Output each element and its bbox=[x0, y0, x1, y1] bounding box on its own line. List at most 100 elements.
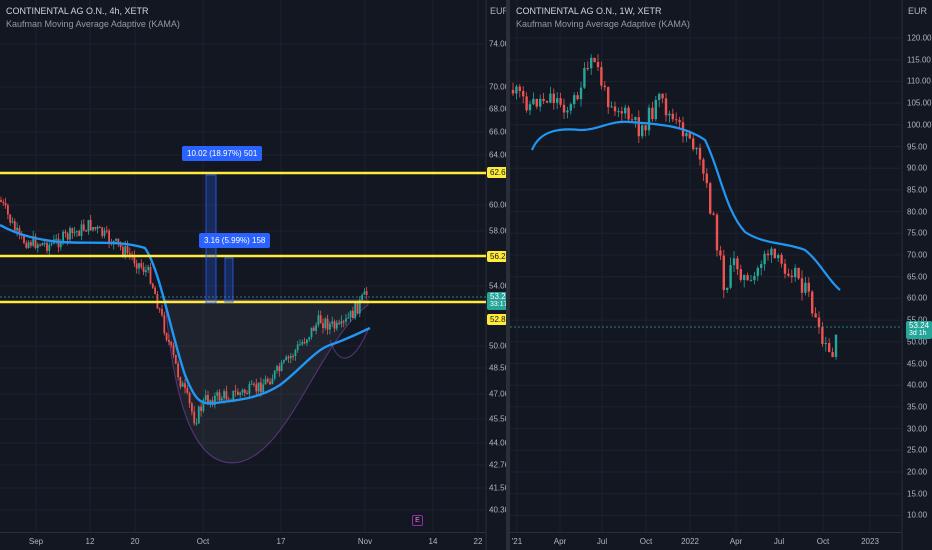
left-chart-canvas[interactable] bbox=[0, 0, 506, 550]
x-tick: 20 bbox=[130, 537, 140, 546]
candle-body bbox=[191, 403, 193, 412]
candle-body bbox=[154, 287, 156, 295]
left-chart-title[interactable]: CONTINENTAL AG O.N., 4h, XETR bbox=[6, 6, 149, 16]
candle-body bbox=[576, 95, 579, 100]
y-tick: 115.00 bbox=[907, 55, 931, 65]
candle-body bbox=[356, 302, 359, 314]
candle-body bbox=[193, 411, 196, 424]
candle-body bbox=[147, 266, 150, 271]
earnings-badge[interactable]: E bbox=[412, 515, 423, 526]
left-time-axis[interactable]: Sep 12 20 Oct 17 Nov 14 22 bbox=[0, 532, 486, 550]
candle-body bbox=[262, 384, 265, 393]
candle-body bbox=[43, 242, 46, 244]
right-price-tag-value: 53.24 bbox=[909, 321, 930, 330]
candle-body bbox=[335, 322, 338, 329]
candle-body bbox=[511, 90, 515, 94]
candle-body bbox=[260, 382, 262, 393]
candle-body bbox=[753, 275, 756, 281]
candle-body bbox=[726, 287, 729, 291]
pane-divider[interactable] bbox=[506, 0, 510, 550]
right-chart-title[interactable]: CONTINENTAL AG O.N., 1W, XETR bbox=[516, 6, 662, 16]
candle-body bbox=[729, 265, 732, 288]
candle-body bbox=[596, 62, 600, 68]
y-tick: 41.50 bbox=[489, 483, 506, 493]
measure-label-large[interactable]: 10.02 (18.97%) 501 bbox=[182, 146, 263, 161]
right-price-tag-countdown: 3d 1h bbox=[909, 330, 927, 337]
candle-body bbox=[188, 392, 191, 404]
right-price-tag[interactable]: 53.24 3d 1h bbox=[906, 321, 932, 339]
candle-body bbox=[347, 317, 350, 319]
candle-body bbox=[66, 233, 69, 240]
x-tick: Jul bbox=[596, 537, 608, 546]
candle-body bbox=[552, 93, 555, 103]
candle-body bbox=[227, 399, 230, 401]
candle-body bbox=[237, 391, 239, 396]
candle-body bbox=[310, 327, 313, 338]
candle-body bbox=[722, 255, 725, 291]
candle-body bbox=[675, 119, 678, 121]
left-indicator-label[interactable]: Kaufman Moving Average Adaptive (KAMA) bbox=[6, 19, 180, 29]
candle-body bbox=[590, 57, 593, 69]
candle-body bbox=[89, 219, 92, 231]
candle-body bbox=[361, 294, 363, 300]
candle-body bbox=[243, 389, 246, 394]
candle-body bbox=[216, 392, 219, 396]
candle-body bbox=[317, 315, 320, 325]
candle-body bbox=[340, 321, 343, 324]
y-tick: 105.00 bbox=[907, 98, 932, 108]
candle-body bbox=[817, 317, 821, 328]
y-tick: 74.00 bbox=[489, 39, 506, 49]
candle-body bbox=[103, 230, 106, 236]
candle-body bbox=[13, 221, 16, 231]
kama-line bbox=[0, 223, 371, 405]
candle-body bbox=[583, 68, 586, 88]
candle-body bbox=[712, 213, 715, 215]
candle-body bbox=[92, 227, 94, 231]
cup-pattern bbox=[164, 299, 369, 464]
left-chart-pane[interactable]: CONTINENTAL AG O.N., 4h, XETR Kaufman Mo… bbox=[0, 0, 506, 550]
candle-body bbox=[301, 342, 304, 345]
y-tick: 35.00 bbox=[907, 402, 928, 412]
x-tick: Apr bbox=[553, 537, 567, 546]
candle-body bbox=[287, 356, 290, 359]
candle-body bbox=[76, 231, 78, 233]
x-tick: Apr bbox=[729, 537, 743, 546]
kama-line bbox=[530, 120, 841, 291]
right-chart-canvas[interactable] bbox=[510, 0, 932, 550]
candle-body bbox=[787, 273, 790, 276]
x-tick: Oct bbox=[639, 537, 653, 546]
candle-body bbox=[828, 343, 831, 353]
right-time-axis[interactable]: '21 Apr Jul Oct 2022 Apr Jul Oct 2023 bbox=[510, 532, 902, 550]
level-tag-lower[interactable]: 52.86 bbox=[487, 314, 506, 325]
candle-body bbox=[214, 395, 216, 405]
candle-body bbox=[269, 381, 271, 385]
candle-body bbox=[777, 254, 780, 259]
y-tick: 110.00 bbox=[907, 76, 931, 86]
measure-label-small[interactable]: 3.16 (5.99%) 158 bbox=[199, 233, 271, 248]
candle-body bbox=[705, 173, 708, 184]
level-tag-middle[interactable]: 56.24 bbox=[487, 251, 506, 262]
candle-body bbox=[200, 406, 202, 411]
candle-body bbox=[579, 87, 583, 100]
candle-body bbox=[266, 378, 269, 382]
candle-body bbox=[354, 302, 357, 318]
candle-body bbox=[239, 392, 242, 396]
candle-body bbox=[209, 400, 212, 404]
y-tick: 40.00 bbox=[907, 380, 928, 390]
candle-body bbox=[678, 119, 681, 123]
y-tick: 100.00 bbox=[907, 120, 932, 130]
right-chart-pane[interactable]: CONTINENTAL AG O.N., 1W, XETR Kaufman Mo… bbox=[510, 0, 932, 550]
right-indicator-label[interactable]: Kaufman Moving Average Adaptive (KAMA) bbox=[516, 19, 690, 29]
candle-body bbox=[562, 104, 566, 113]
level-tag-upper[interactable]: 62.68 bbox=[487, 167, 506, 178]
x-tick: 2022 bbox=[681, 537, 699, 546]
candle-body bbox=[807, 282, 810, 292]
y-tick: 45.50 bbox=[489, 414, 506, 424]
candle-body bbox=[352, 310, 354, 318]
candle-body bbox=[135, 263, 138, 269]
candle-body bbox=[225, 391, 228, 400]
candle-body bbox=[732, 258, 736, 266]
candle-body bbox=[85, 230, 87, 232]
candle-body bbox=[48, 244, 51, 251]
price-tag[interactable]: 53.24 33:17 bbox=[487, 292, 506, 310]
